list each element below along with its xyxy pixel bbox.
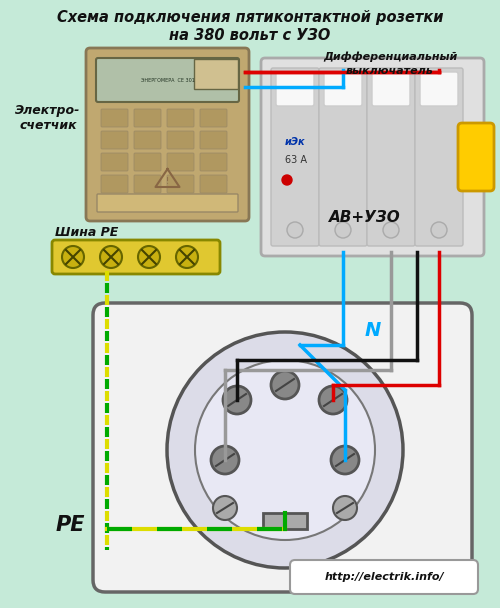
FancyBboxPatch shape <box>86 48 249 221</box>
Text: N: N <box>365 320 381 339</box>
Circle shape <box>333 496 357 520</box>
FancyBboxPatch shape <box>134 175 161 193</box>
Circle shape <box>100 246 122 268</box>
FancyBboxPatch shape <box>134 131 161 149</box>
Text: иЭк: иЭк <box>285 137 306 147</box>
Circle shape <box>319 386 347 414</box>
Text: Электро-
счетчик: Электро- счетчик <box>16 104 80 132</box>
Circle shape <box>223 386 251 414</box>
Circle shape <box>213 496 237 520</box>
Circle shape <box>331 446 359 474</box>
Text: http://electrik.info/: http://electrik.info/ <box>324 572 444 582</box>
FancyBboxPatch shape <box>458 123 494 191</box>
FancyBboxPatch shape <box>97 194 238 212</box>
Text: АВ+УЗО: АВ+УЗО <box>329 210 401 224</box>
FancyBboxPatch shape <box>319 68 367 246</box>
FancyBboxPatch shape <box>290 560 478 594</box>
FancyBboxPatch shape <box>194 59 238 89</box>
Text: на 380 вольт с УЗО: на 380 вольт с УЗО <box>170 28 330 43</box>
Circle shape <box>62 246 84 268</box>
FancyBboxPatch shape <box>200 131 227 149</box>
FancyBboxPatch shape <box>200 175 227 193</box>
FancyBboxPatch shape <box>200 109 227 127</box>
Circle shape <box>282 175 292 185</box>
FancyBboxPatch shape <box>96 58 239 102</box>
FancyBboxPatch shape <box>271 68 319 246</box>
Circle shape <box>195 360 375 540</box>
FancyBboxPatch shape <box>420 72 458 106</box>
Circle shape <box>431 222 447 238</box>
FancyBboxPatch shape <box>101 109 128 127</box>
Text: Дифференциальный
выключатель: Дифференциальный выключатель <box>323 52 457 76</box>
Text: ЭНЕРГОМЕРА  СЕ 301: ЭНЕРГОМЕРА СЕ 301 <box>140 77 194 83</box>
FancyBboxPatch shape <box>167 153 194 171</box>
FancyBboxPatch shape <box>276 72 314 106</box>
FancyBboxPatch shape <box>101 153 128 171</box>
Circle shape <box>287 222 303 238</box>
Text: РЕ: РЕ <box>55 515 85 535</box>
FancyBboxPatch shape <box>101 131 128 149</box>
FancyBboxPatch shape <box>200 153 227 171</box>
FancyBboxPatch shape <box>167 175 194 193</box>
Bar <box>263 513 307 529</box>
FancyBboxPatch shape <box>134 153 161 171</box>
FancyBboxPatch shape <box>367 68 415 246</box>
Text: Шина РЕ: Шина РЕ <box>55 226 118 238</box>
FancyBboxPatch shape <box>134 109 161 127</box>
FancyBboxPatch shape <box>324 72 362 106</box>
FancyBboxPatch shape <box>261 58 484 256</box>
Text: 63 А: 63 А <box>285 155 307 165</box>
Circle shape <box>383 222 399 238</box>
Circle shape <box>335 222 351 238</box>
FancyBboxPatch shape <box>93 303 472 592</box>
FancyBboxPatch shape <box>415 68 463 246</box>
FancyBboxPatch shape <box>372 72 410 106</box>
FancyBboxPatch shape <box>167 109 194 127</box>
Circle shape <box>138 246 160 268</box>
Text: Схема подключения пятиконтактной розетки: Схема подключения пятиконтактной розетки <box>57 10 444 25</box>
FancyBboxPatch shape <box>52 240 220 274</box>
Circle shape <box>211 446 239 474</box>
Circle shape <box>167 332 403 568</box>
Text: !: ! <box>166 176 169 185</box>
FancyBboxPatch shape <box>167 131 194 149</box>
Circle shape <box>271 371 299 399</box>
FancyBboxPatch shape <box>101 175 128 193</box>
Circle shape <box>176 246 198 268</box>
